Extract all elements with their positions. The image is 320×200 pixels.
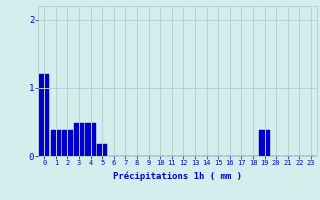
Bar	[97, 144, 108, 156]
Bar	[39, 74, 49, 156]
X-axis label: Précipitations 1h ( mm ): Précipitations 1h ( mm )	[113, 172, 242, 181]
Bar	[260, 130, 270, 156]
Bar	[74, 123, 84, 156]
Bar	[85, 123, 96, 156]
Bar	[51, 130, 61, 156]
Bar	[62, 130, 73, 156]
